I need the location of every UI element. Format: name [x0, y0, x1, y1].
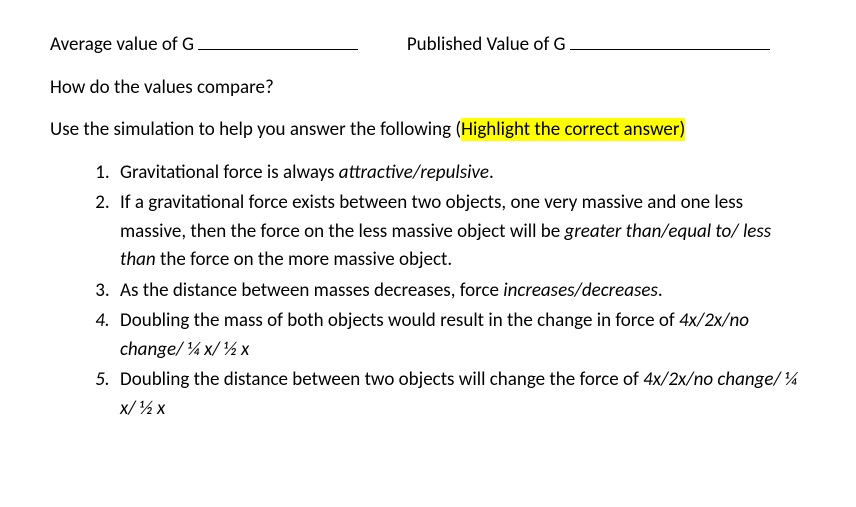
question-item: Doubling the distance between two object…: [114, 366, 806, 423]
pub-g-label: Published Value of G: [407, 33, 566, 56]
question-text: the force on the more massive object.: [156, 248, 453, 271]
question-item: Gravitational force is always attractive…: [114, 159, 806, 188]
question-text: Gravitational force is always: [120, 161, 339, 184]
instruction-highlight: Highlight the correct answer): [461, 118, 685, 141]
question-item: Doubling the mass of both objects would …: [114, 307, 806, 364]
question-item: As the distance between masses decreases…: [114, 277, 806, 306]
avg-g-blank[interactable]: [198, 30, 358, 50]
question-item: If a gravitational force exists between …: [114, 189, 806, 275]
question-text: Doubling the mass of both objects would …: [120, 309, 679, 332]
question-text: .: [489, 161, 494, 184]
value-entry-row: Average value of G Published Value of G: [50, 30, 806, 60]
pub-g-blank[interactable]: [570, 30, 770, 50]
instruction-pre: Use the simulation to help you answer th…: [50, 118, 461, 141]
question-list: Gravitational force is always attractive…: [50, 159, 806, 424]
avg-g-label: Average value of G: [50, 33, 194, 56]
worksheet-page: Average value of G Published Value of G …: [0, 0, 856, 455]
question-text: Doubling the distance between two object…: [120, 368, 643, 391]
question-text: As the distance between masses decreases…: [120, 279, 503, 302]
compare-question: How do the values compare?: [50, 74, 806, 103]
question-text: .: [658, 279, 663, 302]
answer-choice-italic: attractive/repulsive: [339, 161, 489, 184]
answer-choice-italic: increases/decreases: [503, 279, 658, 302]
instruction-line: Use the simulation to help you answer th…: [50, 116, 806, 145]
